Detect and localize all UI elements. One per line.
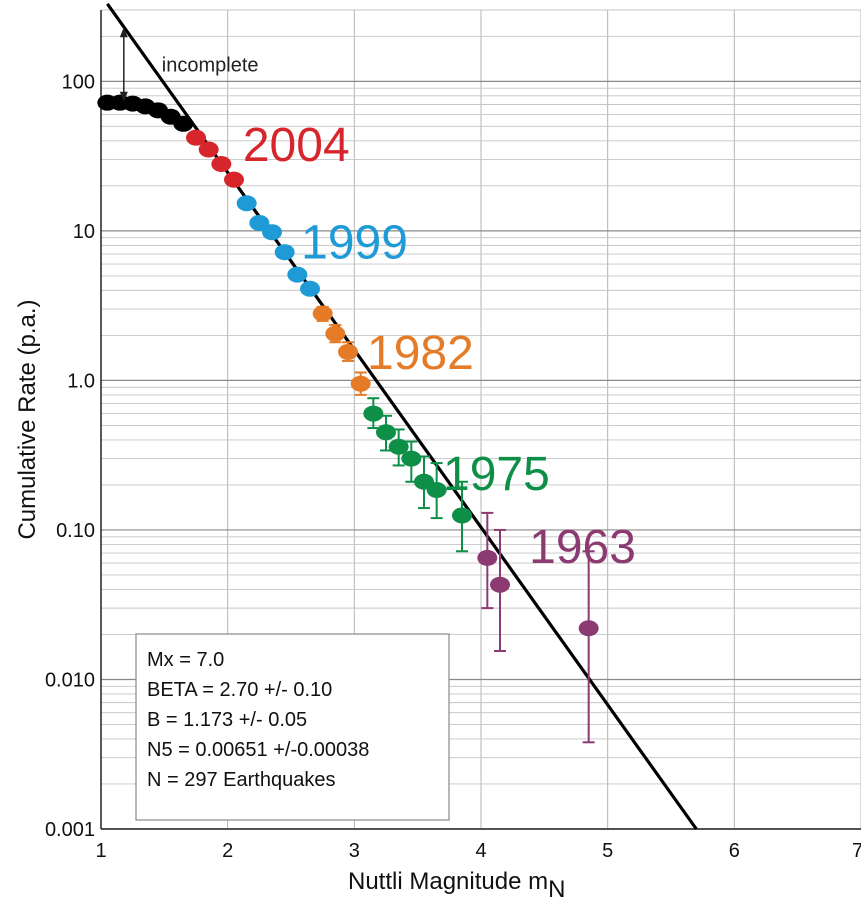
stats-line-n: N = 297 Earthquakes <box>147 769 335 791</box>
data-point <box>490 576 510 593</box>
data-point <box>312 305 333 322</box>
incomplete-annotation: incomplete <box>119 27 259 102</box>
stats-box: Mx = 7.0 BETA = 2.70 +/- 0.10 B = 1.173 … <box>135 633 450 821</box>
x-tick-label: 2 <box>222 840 233 862</box>
y-tick-label: 0.001 <box>45 819 95 841</box>
data-point <box>388 438 409 455</box>
data-point <box>452 507 472 524</box>
data-point <box>426 481 447 498</box>
x-tick-label: 3 <box>349 840 360 862</box>
data-point <box>578 620 599 637</box>
stats-line-beta: BETA = 2.70 +/- 0.10 <box>147 679 332 701</box>
y-tick-label: 100 <box>62 71 95 93</box>
data-point <box>249 214 270 231</box>
incomplete-label: incomplete <box>162 54 259 76</box>
data-point <box>376 424 396 441</box>
y-tick-label: 10 <box>73 221 95 243</box>
arrowhead-down-icon <box>119 91 128 102</box>
data-point <box>262 224 282 241</box>
year-label-1999: 1999 <box>301 216 408 269</box>
data-point <box>338 343 358 360</box>
year-label-1982: 1982 <box>367 327 474 380</box>
x-axis-title-main: Nuttli Magnitude m <box>348 868 548 895</box>
data-point <box>477 549 498 566</box>
data-point <box>325 325 346 342</box>
data-point <box>401 450 422 467</box>
fit-line-group <box>106 2 698 830</box>
x-tick-label: 5 <box>602 840 613 862</box>
x-tick-label: 6 <box>729 840 740 862</box>
stats-line-mx: Mx = 7.0 <box>147 649 224 671</box>
x-tick-label: 1 <box>95 840 106 862</box>
data-point <box>363 405 384 422</box>
data-point <box>173 115 194 132</box>
x-tick-label: 4 <box>475 840 486 862</box>
stats-box-frame <box>135 633 450 821</box>
tick-labels: 1 2 3 4 5 6 7 0.001 0.010 0.10 1.0 10 100 <box>45 71 861 862</box>
data-point <box>287 266 308 283</box>
data-point <box>186 129 206 146</box>
arrowhead-up-icon <box>119 27 128 38</box>
data-point <box>198 141 219 158</box>
data-point <box>300 280 320 297</box>
data-point <box>236 195 257 212</box>
data-points <box>97 94 599 744</box>
x-tick-label: 7 <box>852 840 861 862</box>
fit-line <box>106 2 698 830</box>
year-label-2004: 2004 <box>243 119 350 172</box>
stats-line-b: B = 1.173 +/- 0.05 <box>147 709 307 731</box>
year-label-1975: 1975 <box>443 448 550 501</box>
y-tick-label: 0.10 <box>56 520 95 542</box>
year-labels: 2004 1999 1982 1975 1963 <box>243 119 636 574</box>
data-point <box>350 375 371 392</box>
data-point <box>224 171 244 188</box>
y-tick-label: 0.010 <box>45 669 95 691</box>
y-axis-title: Cumulative Rate (p.a.) <box>14 299 41 539</box>
data-point <box>274 244 295 261</box>
year-label-1963: 1963 <box>529 521 636 574</box>
x-axis-title: Nuttli Magnitude mN <box>348 868 565 903</box>
x-axis-title-subscript: N <box>548 876 565 903</box>
data-point <box>211 156 232 173</box>
stats-line-n5: N5 = 0.00651 +/-0.00038 <box>147 739 369 761</box>
y-tick-label: 1.0 <box>67 370 95 392</box>
